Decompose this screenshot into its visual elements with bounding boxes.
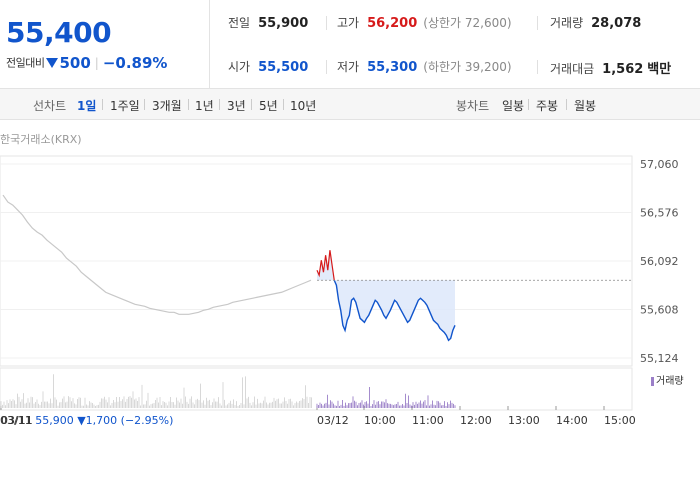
- tab-10years[interactable]: 10년: [290, 99, 317, 113]
- x-tick-label: 15:00: [604, 414, 636, 427]
- divider: [102, 99, 103, 110]
- change-amount: 500: [59, 54, 91, 72]
- upper-limit: (상한가 72,600): [423, 16, 512, 30]
- change-label: 전일대비: [6, 56, 45, 70]
- divider: [219, 99, 220, 110]
- volume-legend: 거래량: [651, 372, 684, 387]
- tab-monthly-candle[interactable]: 월봉: [574, 99, 597, 113]
- volume-legend-swatch: [651, 376, 654, 386]
- tab-weekly-candle[interactable]: 주봉: [536, 99, 559, 113]
- candle-chart-label: 봉차트: [456, 99, 490, 113]
- y-tick-label: 55,124: [640, 352, 679, 365]
- stat-high-value: 56,200: [367, 16, 418, 31]
- stat-low: 저가 55,300 (하한가 39,200): [337, 58, 512, 75]
- chart-period-tabs: 선차트 1일 1주일 3개월 1년 3년 5년 10년 봉차트 일봉 주봉 월봉: [0, 89, 700, 120]
- divider: [188, 99, 189, 110]
- stat-amount-unit: 백만: [647, 62, 672, 77]
- divider: [251, 99, 252, 110]
- y-tick-label: 55,608: [640, 304, 679, 317]
- stat-open-value: 55,500: [258, 60, 309, 75]
- prev-day-info: 03/11 55,900 ▼1,700 (−2.95%): [0, 414, 173, 427]
- y-tick-label: 56,092: [640, 255, 679, 268]
- tab-1week[interactable]: 1주일: [110, 99, 140, 113]
- tab-5years[interactable]: 5년: [259, 99, 278, 113]
- x-tick-label: 03/12: [317, 414, 349, 427]
- y-tick-label: 56,576: [640, 207, 679, 220]
- tab-3months[interactable]: 3개월: [152, 99, 182, 113]
- volume-bars: [0, 374, 456, 408]
- stat-prev-close: 전일 55,900: [228, 14, 308, 31]
- grid-lines: [0, 163, 632, 359]
- stat-volume: 거래량 28,078: [550, 14, 641, 31]
- divider: [537, 60, 538, 74]
- x-tick-label: 12:00: [460, 414, 492, 427]
- stat-amount-value: 1,562: [602, 62, 644, 77]
- stat-volume-value: 28,078: [591, 16, 642, 31]
- x-axis: 03/11 03/12 10:00 11:00 12:00 13:00 14:00 15:00: [0, 406, 636, 427]
- quote-summary: 55,400 전일대비 500 | −0.89% 전일 55,900 고가 56,200 (…: [0, 0, 700, 89]
- stat-low-label: 저가: [337, 60, 360, 74]
- prev-day-pct: (−2.95%): [120, 414, 174, 427]
- divider: [144, 99, 145, 110]
- volume-legend-label: 거래량: [656, 376, 684, 387]
- prev-day-date: 03/11: [0, 414, 32, 427]
- tab-3years[interactable]: 3년: [227, 99, 246, 113]
- y-axis: 57,060 56,576 56,092 55,608 55,124: [640, 158, 679, 365]
- change-row: 전일대비 500 | −0.89%: [6, 54, 167, 72]
- tab-1year[interactable]: 1년: [195, 99, 214, 113]
- x-tick-label: 11:00: [412, 414, 444, 427]
- stat-amount: 거래대금 1,562 백만: [550, 58, 671, 77]
- tab-daily-candle[interactable]: 일봉: [502, 99, 525, 113]
- divider: [326, 16, 327, 30]
- stat-high-label: 고가: [337, 16, 360, 30]
- divider: [326, 60, 327, 74]
- volume-plot-area: [0, 367, 633, 411]
- stat-amount-label: 거래대금: [550, 62, 595, 76]
- stat-open: 시가 55,500: [228, 58, 308, 75]
- stat-low-value: 55,300: [367, 60, 418, 75]
- prev-day-close: 55,900: [35, 414, 74, 427]
- divider: [528, 99, 529, 110]
- x-tick-label: 03/11: [1, 414, 33, 427]
- prev-day-change: 1,700: [85, 414, 118, 427]
- change-divider: |: [94, 55, 99, 70]
- divider: [537, 16, 538, 30]
- price-panel: 55,400 전일대비 500 | −0.89%: [0, 0, 210, 88]
- prev-day-down-icon: ▼: [73, 414, 86, 427]
- x-tick-label: 14:00: [556, 414, 588, 427]
- divider: [566, 99, 567, 110]
- line-chart-label: 선차트: [33, 99, 67, 113]
- x-tick-label: 13:00: [508, 414, 540, 427]
- intraday-down-line: [333, 279, 456, 342]
- stat-prev-close-label: 전일: [228, 16, 251, 30]
- down-triangle-icon: [46, 58, 59, 68]
- lower-limit: (하한가 39,200): [423, 60, 512, 74]
- stat-high: 고가 56,200 (상한가 72,600): [337, 14, 512, 31]
- prev-day-line: [2, 194, 312, 315]
- y-tick-label: 57,060: [640, 158, 679, 171]
- price-lines: [2, 194, 632, 342]
- stat-open-label: 시가: [228, 60, 251, 74]
- change-percent: −0.89%: [102, 54, 168, 72]
- current-price: 55,400: [6, 16, 112, 49]
- tab-1day[interactable]: 1일: [77, 99, 97, 113]
- stat-volume-label: 거래량: [550, 16, 584, 30]
- intraday-area: [317, 250, 455, 341]
- x-tick-label: 10:00: [364, 414, 396, 427]
- data-source: 한국거래소(KRX): [0, 133, 82, 146]
- stat-prev-close-value: 55,900: [258, 16, 309, 31]
- intraday-up-line: [316, 250, 335, 281]
- divider: [283, 99, 284, 110]
